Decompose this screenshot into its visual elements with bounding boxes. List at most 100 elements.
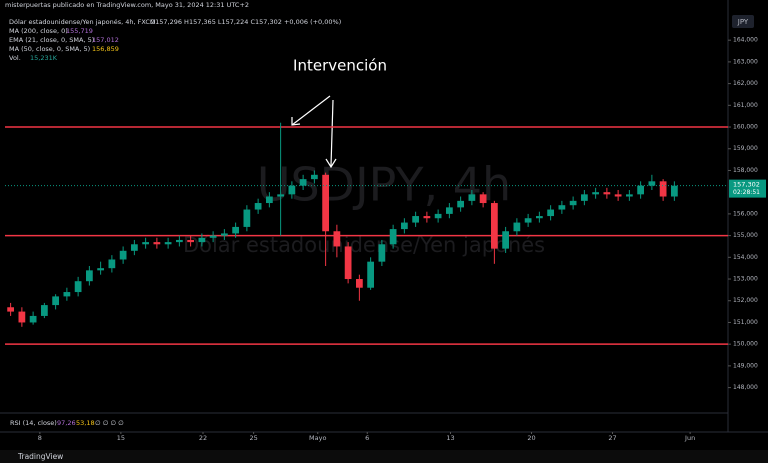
x-tick-label: 27 bbox=[608, 434, 616, 442]
candle-body bbox=[614, 194, 622, 197]
ohlc: O157,296 H157,365 L157,224 C157,302 +0,0… bbox=[150, 18, 341, 26]
candle-body bbox=[344, 246, 352, 280]
y-tick-label: 156,000 bbox=[733, 210, 758, 217]
candle-body bbox=[513, 222, 521, 232]
brand[interactable]: TradingView bbox=[17, 452, 63, 461]
y-tick-label: 162,000 bbox=[733, 80, 758, 87]
rsi-value: 53,18 bbox=[76, 419, 95, 427]
footer bbox=[0, 450, 768, 463]
y-tick-label: 154,000 bbox=[733, 254, 758, 261]
candle-body bbox=[569, 200, 577, 206]
y-tick-label: 153,000 bbox=[733, 276, 758, 283]
candle-body bbox=[153, 242, 161, 245]
candle-body bbox=[266, 196, 273, 204]
currency-box[interactable] bbox=[732, 15, 754, 28]
candle-body bbox=[457, 200, 464, 208]
x-tick-label: Jun bbox=[684, 434, 695, 442]
y-tick-label: 148,000 bbox=[733, 384, 758, 391]
candle-body bbox=[322, 174, 329, 232]
candle-body bbox=[243, 209, 251, 227]
candle-body bbox=[333, 231, 341, 247]
candle-body bbox=[311, 174, 318, 180]
candle-body bbox=[558, 205, 566, 210]
y-tick-label: 149,000 bbox=[733, 362, 758, 369]
indicator-name: MA (200, close, 0) bbox=[9, 27, 68, 35]
candle-body bbox=[29, 315, 37, 323]
candle-body bbox=[176, 239, 183, 243]
candle-body bbox=[254, 203, 262, 210]
candle-body bbox=[659, 181, 667, 197]
indicator-value: 155,719 bbox=[66, 27, 93, 35]
candle-body bbox=[18, 311, 26, 323]
candle-body bbox=[221, 233, 228, 236]
watermark-symbol: USDJPY, 4h bbox=[257, 158, 511, 212]
x-tick-label: 15 bbox=[117, 434, 125, 442]
candle-body bbox=[74, 281, 82, 293]
candle-body bbox=[198, 237, 206, 243]
y-tick-label: 160,000 bbox=[733, 124, 758, 131]
symbol: Dólar estadounidense/Yen japonés, 4h, FX… bbox=[9, 18, 155, 26]
rsi-value: ∅ ∅ ∅ ∅ bbox=[95, 419, 124, 427]
candle-body bbox=[671, 185, 678, 197]
indicator-name: MA (50, close, 0, SMA, 5) bbox=[9, 45, 90, 53]
candle-body bbox=[142, 242, 149, 245]
y-tick-label: 155,000 bbox=[733, 232, 758, 239]
candle-body bbox=[119, 250, 127, 260]
candle-body bbox=[97, 268, 104, 271]
y-tick-label: 151,000 bbox=[733, 319, 758, 326]
y-tick-label: 152,000 bbox=[733, 297, 758, 304]
candle-body bbox=[389, 229, 397, 245]
indicator-name: EMA (21, close, 0, SMA, 5) bbox=[9, 36, 94, 44]
y-tick-label: 159,000 bbox=[733, 145, 758, 152]
x-tick-label: 25 bbox=[249, 434, 257, 442]
x-tick-label: 6 bbox=[365, 434, 369, 442]
candle-body bbox=[52, 296, 59, 306]
candle-body bbox=[446, 207, 453, 214]
indicator-value: 157,012 bbox=[92, 36, 119, 44]
candle-body bbox=[164, 242, 172, 245]
x-tick-label: 8 bbox=[38, 434, 42, 442]
indicator-value: 156,859 bbox=[92, 45, 119, 53]
y-tick-label: 163,000 bbox=[733, 58, 758, 65]
candle-body bbox=[637, 185, 644, 195]
candle-body bbox=[108, 259, 116, 269]
candle-body bbox=[41, 305, 48, 316]
x-tick-label: 20 bbox=[527, 434, 535, 442]
candle-body bbox=[367, 261, 374, 288]
rsi-value: 97,26 bbox=[57, 419, 76, 427]
annotation: Intervención bbox=[293, 57, 387, 75]
candle-body bbox=[491, 203, 498, 249]
candle-body bbox=[581, 194, 588, 201]
rsi-name: RSI (14, close) bbox=[10, 419, 57, 427]
candle-body bbox=[63, 292, 71, 297]
candle-body bbox=[277, 194, 284, 197]
candle-body bbox=[401, 222, 408, 230]
candle-body bbox=[547, 209, 554, 217]
candle-body bbox=[86, 270, 93, 282]
y-tick-label: 161,000 bbox=[733, 102, 758, 109]
candle-body bbox=[468, 194, 476, 201]
last-price-label: 157,302 bbox=[733, 181, 760, 189]
candle-body bbox=[648, 181, 656, 186]
annotation-arrows bbox=[291, 95, 337, 169]
x-tick-label: 13 bbox=[446, 434, 454, 442]
candle-body bbox=[187, 239, 194, 243]
y-tick-label: 164,000 bbox=[733, 37, 758, 44]
candle-body bbox=[434, 213, 442, 219]
candle-body bbox=[603, 192, 611, 195]
candle-body bbox=[412, 216, 419, 223]
candle-body bbox=[479, 194, 487, 204]
candle-body bbox=[502, 231, 509, 249]
candle-body bbox=[378, 244, 386, 262]
y-tick-label: 158,000 bbox=[733, 167, 758, 174]
indicator-name: Vol. bbox=[9, 54, 21, 62]
candle-body bbox=[423, 216, 431, 219]
x-tick-label: 22 bbox=[199, 434, 207, 442]
currency[interactable]: JPY bbox=[737, 18, 749, 26]
candle-body bbox=[299, 179, 307, 186]
publisher: misterpuertas publicado en TradingView.c… bbox=[5, 1, 249, 9]
y-tick-label: 150,000 bbox=[733, 341, 758, 348]
x-tick-label: Mayo bbox=[309, 434, 326, 442]
